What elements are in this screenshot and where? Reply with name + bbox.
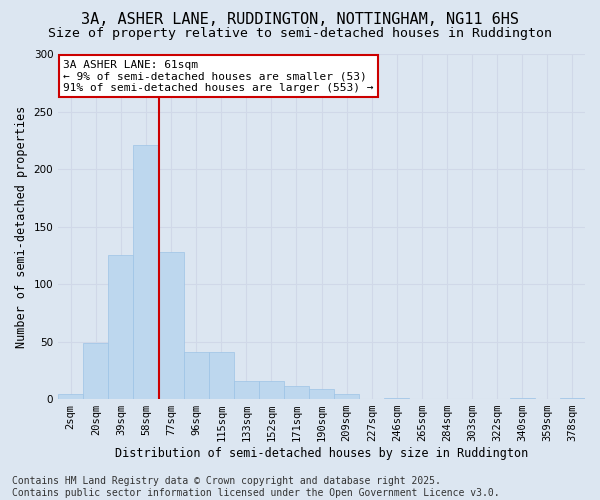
- Bar: [133, 145, 158, 399]
- Text: 3A ASHER LANE: 61sqm
← 9% of semi-detached houses are smaller (53)
91% of semi-d: 3A ASHER LANE: 61sqm ← 9% of semi-detach…: [63, 60, 374, 93]
- Bar: [284, 386, 309, 399]
- X-axis label: Distribution of semi-detached houses by size in Ruddington: Distribution of semi-detached houses by …: [115, 447, 528, 460]
- Text: Contains HM Land Registry data © Crown copyright and database right 2025.
Contai: Contains HM Land Registry data © Crown c…: [12, 476, 500, 498]
- Text: 3A, ASHER LANE, RUDDINGTON, NOTTINGHAM, NG11 6HS: 3A, ASHER LANE, RUDDINGTON, NOTTINGHAM, …: [81, 12, 519, 28]
- Bar: [259, 380, 284, 399]
- Bar: [83, 342, 109, 399]
- Y-axis label: Number of semi-detached properties: Number of semi-detached properties: [15, 106, 28, 348]
- Bar: [109, 256, 133, 399]
- Bar: [234, 380, 259, 399]
- Bar: [209, 352, 234, 399]
- Bar: [309, 388, 334, 399]
- Bar: [560, 398, 585, 399]
- Bar: [334, 394, 359, 399]
- Bar: [58, 394, 83, 399]
- Bar: [158, 252, 184, 399]
- Text: Size of property relative to semi-detached houses in Ruddington: Size of property relative to semi-detach…: [48, 28, 552, 40]
- Bar: [385, 398, 409, 399]
- Bar: [510, 398, 535, 399]
- Bar: [184, 352, 209, 399]
